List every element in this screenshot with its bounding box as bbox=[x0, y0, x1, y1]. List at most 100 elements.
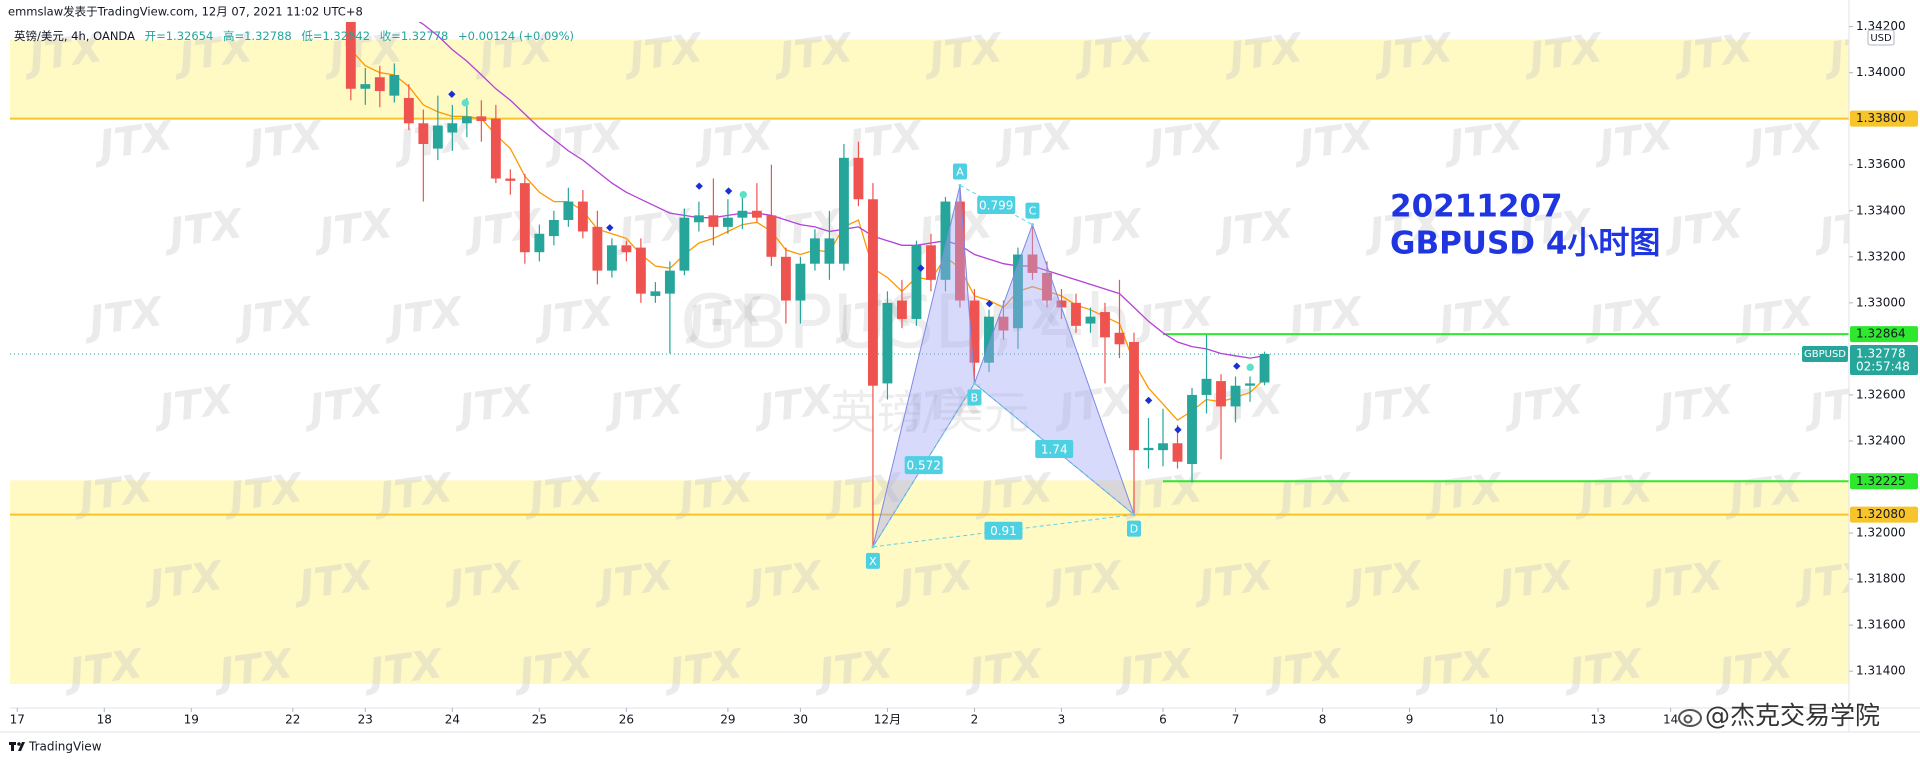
logo-watermark: JTX bbox=[1040, 553, 1128, 610]
logo-watermark: JTX bbox=[1580, 289, 1668, 346]
y-tick-label: 1.32000 bbox=[1856, 526, 1906, 540]
x-tick-label: 17 bbox=[10, 713, 25, 727]
description-watermark: 英镑/美元 bbox=[830, 386, 1030, 440]
y-tick-label: 1.34000 bbox=[1856, 65, 1906, 79]
x-tick-label: 12月 bbox=[874, 713, 901, 727]
candle-body bbox=[1172, 443, 1183, 462]
symbol-tag bbox=[1802, 345, 1848, 362]
signal-markers bbox=[448, 90, 1254, 434]
candle-body bbox=[722, 217, 733, 227]
axes: 1.34200 1.34000 1.33600 1.33400 1.33200 1.330… bbox=[0, 0, 1920, 733]
open-value: 开=1.32654 bbox=[145, 29, 214, 43]
candle-body bbox=[592, 226, 603, 271]
logo-watermark: JTX bbox=[1140, 113, 1228, 170]
logo-watermark: JTX bbox=[1650, 377, 1738, 434]
logo-watermark: JTX bbox=[1420, 465, 1508, 522]
point-box bbox=[865, 552, 880, 569]
logo-watermark: JTX bbox=[670, 465, 758, 522]
change-value: +0.00124 (+0.09%) bbox=[458, 29, 574, 43]
y-tick-label: 1.33400 bbox=[1856, 203, 1906, 217]
candle-body bbox=[1100, 312, 1110, 338]
logo-watermark: JTX bbox=[140, 553, 228, 610]
logo-watermark: JTX bbox=[1210, 201, 1298, 258]
logo-watermark: JTX bbox=[240, 113, 328, 170]
candle-body bbox=[853, 157, 864, 200]
point-label: D bbox=[1130, 523, 1138, 536]
logo-watermark: JTX bbox=[970, 465, 1058, 522]
x-tick-label: 7 bbox=[1232, 713, 1240, 727]
candle-body bbox=[1216, 381, 1226, 407]
x-tick-label: 18 bbox=[97, 713, 112, 727]
logo-watermark: JTX bbox=[1280, 289, 1368, 346]
logo-watermark: JTX bbox=[1720, 465, 1808, 522]
candle-body bbox=[1158, 443, 1168, 451]
candle-body bbox=[534, 233, 545, 253]
level-label: 1.33800 bbox=[1856, 111, 1906, 125]
pattern-point bbox=[871, 545, 875, 549]
logo-watermark: JTX bbox=[680, 289, 768, 346]
logo-watermark: JTX bbox=[1590, 113, 1678, 170]
signal-dot bbox=[461, 99, 469, 107]
candle-body bbox=[490, 118, 501, 179]
close-value: 收=1.32778 bbox=[380, 29, 449, 43]
logo-watermark: JTX bbox=[160, 201, 248, 258]
ratio-label: 0.799 bbox=[979, 199, 1013, 213]
logo-watermark: JTX bbox=[1220, 25, 1308, 82]
logo-watermark: JTX bbox=[150, 377, 238, 434]
y-tick-label: 1.33000 bbox=[1856, 295, 1906, 309]
moving-average bbox=[350, 49, 1265, 422]
y-tick-label: 1.31400 bbox=[1856, 664, 1906, 678]
candle-body bbox=[897, 300, 907, 319]
countdown: 02:57:48 bbox=[1856, 359, 1910, 373]
y-tick-label: 1.33200 bbox=[1856, 249, 1906, 263]
logo-watermark: JTX bbox=[290, 553, 378, 610]
candle-body bbox=[998, 316, 1009, 331]
ratio-label: 0.91 bbox=[990, 524, 1017, 538]
signal-diamond bbox=[985, 300, 994, 308]
candle-body bbox=[1143, 447, 1154, 451]
logo-watermark: JTX bbox=[1350, 377, 1438, 434]
x-tick-label: 13 bbox=[1590, 713, 1605, 727]
candle-body bbox=[780, 256, 791, 301]
x-tick-label: 26 bbox=[619, 713, 634, 727]
candle-body bbox=[809, 238, 820, 264]
y-tick-label: 1.32400 bbox=[1856, 433, 1906, 447]
candle-body bbox=[577, 201, 588, 232]
x-tick-label: 19 bbox=[184, 713, 199, 727]
logo-watermark: JTX bbox=[1660, 201, 1748, 258]
candle-body bbox=[1013, 254, 1023, 329]
candle-body bbox=[374, 77, 385, 92]
ratio-box bbox=[1035, 440, 1074, 459]
candle-body bbox=[926, 245, 936, 280]
logo-watermark: JTX bbox=[210, 641, 298, 698]
pattern-point bbox=[972, 381, 976, 385]
candle-body bbox=[708, 215, 719, 227]
candle-body bbox=[1245, 383, 1255, 386]
logo-watermark: JTX bbox=[1430, 289, 1518, 346]
logo-watermark: JTX bbox=[530, 289, 618, 346]
point-label: B bbox=[971, 391, 979, 404]
signal-diamond bbox=[448, 90, 456, 98]
x-tick-label: 3 bbox=[1058, 713, 1066, 727]
point-box bbox=[1025, 202, 1040, 219]
signal-diamond bbox=[1174, 426, 1182, 434]
logo-watermark: JTX bbox=[600, 377, 688, 434]
logo-watermark: JTX bbox=[1410, 641, 1498, 698]
ratio-box bbox=[977, 196, 1016, 215]
candle-body bbox=[664, 270, 675, 294]
candle-body bbox=[1071, 302, 1081, 326]
logo-watermark: JTX bbox=[1640, 553, 1728, 610]
zone bbox=[10, 39, 1849, 119]
logo-watermark: JTX bbox=[1570, 465, 1658, 522]
logo-watermark: JTX bbox=[520, 465, 608, 522]
brand: TradingView bbox=[28, 740, 102, 754]
signal-diamond bbox=[1233, 362, 1241, 370]
tradingview-logo bbox=[9, 742, 25, 751]
logo-watermark: JTX bbox=[320, 25, 408, 82]
ratio-label: 0.572 bbox=[907, 459, 941, 473]
signal-dot bbox=[739, 191, 747, 199]
candle-body bbox=[1259, 353, 1270, 383]
logo-watermark: JTX bbox=[450, 377, 538, 434]
level-label: 1.32864 bbox=[1856, 327, 1906, 341]
